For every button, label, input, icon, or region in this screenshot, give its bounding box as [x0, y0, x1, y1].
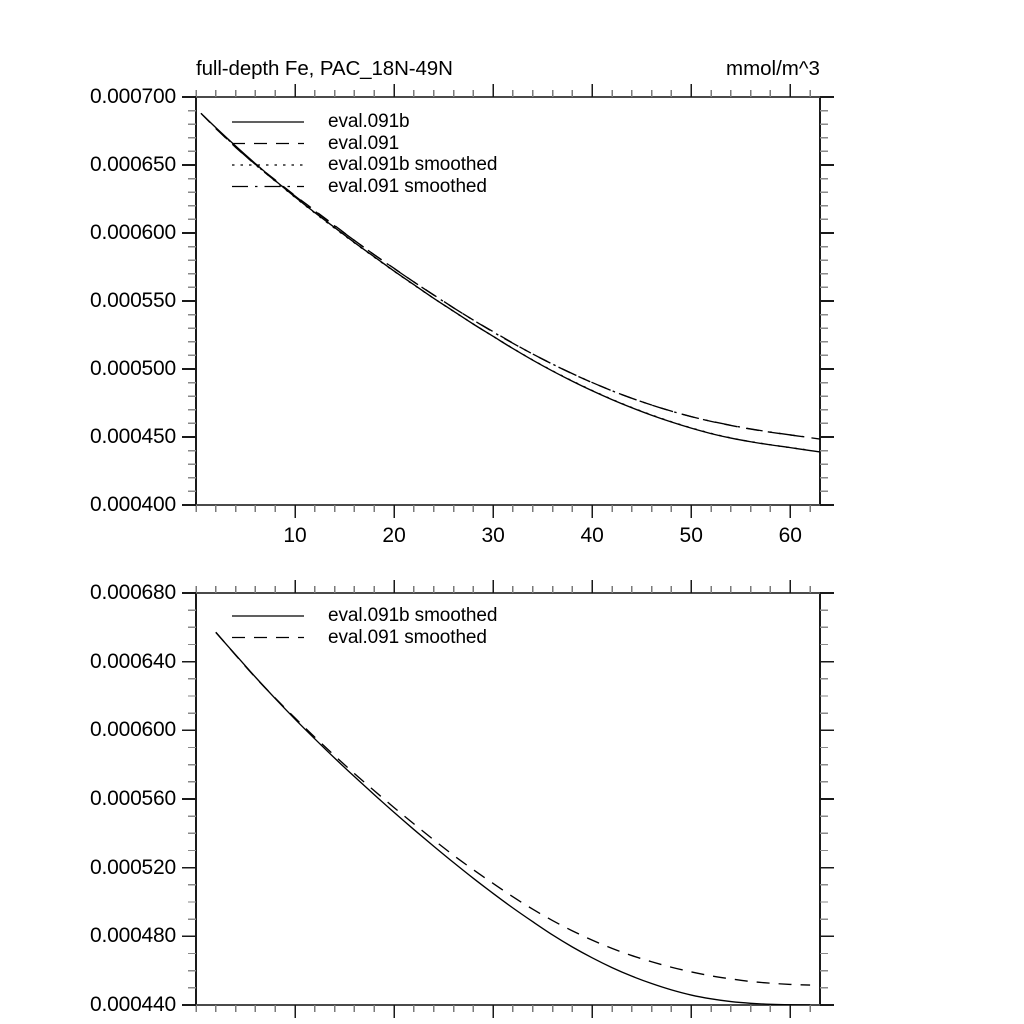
series-line	[215, 631, 811, 986]
series-line	[215, 632, 811, 1005]
x-axis-tick-label: 30	[481, 524, 505, 547]
x-axis-tick-label: 20	[382, 524, 406, 547]
legend-entry-label: eval.091 smoothed	[328, 175, 487, 197]
legend-entry-label: eval.091b	[328, 111, 410, 132]
y-axis-tick-label: 0.000700	[90, 85, 176, 108]
legend-entry-label: eval.091b smoothed	[328, 605, 498, 626]
series-line	[215, 127, 811, 451]
y-axis-tick-label: 0.000560	[90, 787, 176, 810]
x-axis-tick-label: 40	[580, 524, 604, 547]
y-axis-tick-label: 0.000450	[90, 425, 176, 448]
y-axis-tick-label: 0.000680	[90, 581, 176, 604]
series-line	[215, 128, 811, 439]
y-axis-tick-label: 0.000600	[90, 718, 176, 742]
y-axis-tick-label: 0.000400	[90, 493, 176, 516]
units-label: mmol/m^3	[726, 57, 820, 80]
y-axis-tick-label: 0.000550	[90, 289, 176, 312]
chart-title: full-depth Fe, PAC_18N-49N	[196, 57, 453, 80]
y-axis-tick-label: 0.000480	[90, 924, 176, 948]
legend-entry-label: eval.091	[328, 132, 400, 154]
y-axis-tick-label: 0.000500	[90, 357, 176, 380]
y-axis-tick-label: 0.000640	[90, 649, 176, 673]
series-line	[200, 112, 820, 453]
y-axis-tick-label: 0.000600	[90, 221, 176, 244]
y-axis-tick-label: 0.000650	[90, 153, 176, 176]
legend-entry-label: eval.091 smoothed	[328, 626, 487, 648]
x-axis-tick-label: 10	[283, 524, 307, 547]
x-axis-tick-label: 60	[778, 524, 802, 547]
y-axis-tick-label: 0.000440	[90, 993, 176, 1016]
y-axis-tick-label: 0.000520	[90, 855, 176, 879]
series-line	[200, 112, 820, 440]
x-axis-tick-label: 50	[679, 524, 703, 547]
legend-entry-label: eval.091b smoothed	[328, 154, 498, 175]
